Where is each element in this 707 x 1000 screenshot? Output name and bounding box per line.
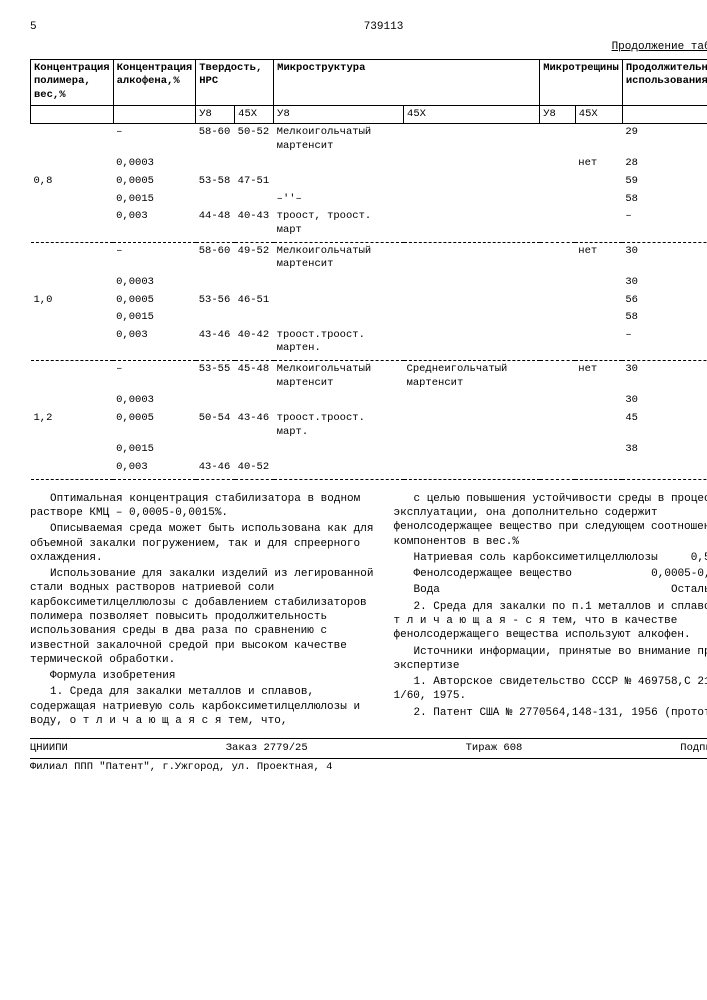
th-microcracks: Микротрещины xyxy=(540,59,623,105)
claim-1-cont: с целью повышения устойчивости среды в п… xyxy=(394,492,707,549)
footer: ЦНИИПИ Заказ 2779/25 Тираж 608 Подписное… xyxy=(30,738,707,774)
table-row: 1,20,000550-5443-46троост.троост. март.4… xyxy=(31,410,707,441)
table-row: –58-6050-52Мелкоигольчатый мартенсит29 xyxy=(31,124,707,156)
th-hardness: Твердость, HPC xyxy=(196,59,274,105)
claim-2: 2. Среда для закалки по п.1 металлов и с… xyxy=(394,600,707,643)
composition-row: Фенолсодержащее вещество0,0005-0,0040 xyxy=(394,567,707,581)
th-microstructure: Микроструктура xyxy=(274,59,540,105)
table-body: –58-6050-52Мелкоигольчатый мартенсит290,… xyxy=(31,124,707,479)
composition-row: Натриевая соль карбоксиметилцеллюлозы0,5… xyxy=(394,551,707,565)
table-row: 0,80,000553-5847-5159 xyxy=(31,173,707,191)
th-duration: Продолжительность использования дни xyxy=(622,59,707,105)
th-alkofen: Концентрация алкофена,% xyxy=(113,59,196,105)
document-number: 739113 xyxy=(37,20,707,34)
source-1: 1. Авторское свидетельство СССР № 469758… xyxy=(394,675,707,704)
footer-sub: Подписное xyxy=(680,742,707,756)
page-header: 5 739113 6 xyxy=(30,20,707,34)
source-2: 2. Патент США № 2770564,148-131, 1956 (п… xyxy=(394,706,707,720)
table-row: 0,000330 xyxy=(31,392,707,410)
col-num-left: 5 xyxy=(30,20,37,34)
composition-block: Натриевая соль карбоксиметилцеллюлозы0,5… xyxy=(394,551,707,598)
table-continuation-label: Продолжение таблицы xyxy=(30,40,707,54)
body-text: Оптимальная концентрация стабилизатора в… xyxy=(30,492,707,729)
footer-org: ЦНИИПИ xyxy=(30,742,68,756)
paragraph: Описываемая среда может быть использован… xyxy=(30,522,374,565)
composition-row: ВодаОстальное. xyxy=(394,583,707,597)
table-separator xyxy=(31,477,707,480)
table-row: 1,00,000553-5646-5156 xyxy=(31,292,707,310)
claim-1: 1. Среда для закалки металлов и сплавов,… xyxy=(30,685,374,728)
table-row: 0,001538 xyxy=(31,441,707,459)
table-row: 0,00344-4840-43троост, троост. март– xyxy=(31,208,707,239)
formula-heading: Формула изобретения xyxy=(30,669,374,683)
table-row: –58-6049-52Мелкоигольчатый мартенситнет3… xyxy=(31,242,707,274)
table-row: 0,00343-4640-52 xyxy=(31,459,707,477)
paragraph: Использование для закалки изделий из лег… xyxy=(30,567,374,667)
table-row: 0,0015–''–58 xyxy=(31,191,707,209)
sources-heading: Источники информации, принятые во вниман… xyxy=(394,645,707,674)
table-row: 0,001558 xyxy=(31,309,707,327)
paragraph: Оптимальная концентрация стабилизатора в… xyxy=(30,492,374,521)
table-row: 0,00343-4640-42троост.троост. мартен.– xyxy=(31,327,707,358)
th-polymer: Концентрация полимера, вес,% xyxy=(31,59,114,105)
table-row: –53-5545-48Мелкоигольчатый мартенситСред… xyxy=(31,361,707,393)
table-header-row: Концентрация полимера, вес,% Концентраци… xyxy=(31,59,707,105)
footer-tirazh: Тираж 608 xyxy=(466,742,523,756)
table-row: 0,0003нет28 xyxy=(31,155,707,173)
table-subheader-row: У8 45X У8 45X У8 45X xyxy=(31,105,707,124)
footer-order: Заказ 2779/25 xyxy=(226,742,308,756)
table-row: 0,000330 xyxy=(31,274,707,292)
data-table: Концентрация полимера, вес,% Концентраци… xyxy=(30,59,707,480)
footer-address: Филиал ППП "Патент", г.Ужгород, ул. Прое… xyxy=(30,761,332,773)
